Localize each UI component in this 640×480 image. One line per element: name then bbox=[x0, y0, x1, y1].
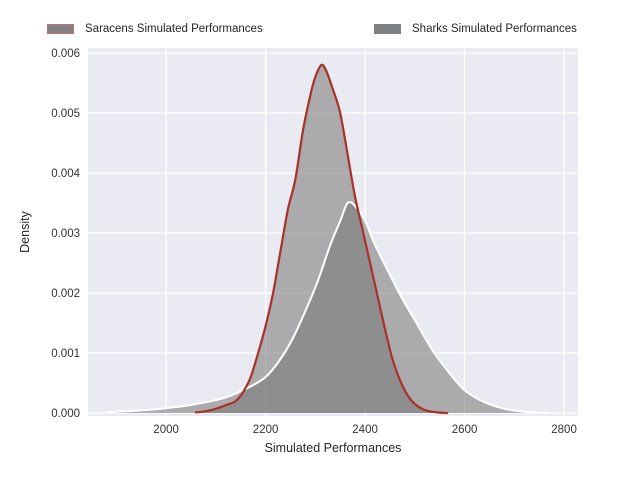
y-tick-label: 0.001 bbox=[51, 348, 80, 360]
x-tick-label-2400: 2400 bbox=[352, 424, 378, 436]
x-tick-label-2000: 2000 bbox=[153, 424, 179, 436]
saracens-legend-label: Saracens Simulated Performances bbox=[85, 23, 263, 35]
density-fill-saracens bbox=[195, 64, 448, 413]
x-tick-label-2600: 2600 bbox=[452, 424, 478, 436]
x-axis-label: Simulated Performances bbox=[264, 441, 402, 455]
chart-legend: Saracens Simulated Performances Sharks S… bbox=[0, 0, 640, 44]
x-tick-label-2800: 2800 bbox=[551, 424, 577, 436]
x-tick-label-2200: 2200 bbox=[253, 424, 279, 436]
y-tick-label: 0.002 bbox=[51, 288, 80, 300]
y-tick-label: 0.005 bbox=[51, 108, 80, 120]
legend-item-saracens: Saracens Simulated Performances bbox=[47, 20, 263, 38]
y-tick-label: 0.003 bbox=[51, 228, 80, 240]
legend-item-sharks: Sharks Simulated Performances bbox=[374, 20, 577, 38]
y-tick-label: 0.006 bbox=[51, 48, 80, 60]
y-axis-label: Density bbox=[18, 211, 32, 253]
saracens-legend-swatch-icon bbox=[47, 24, 74, 34]
y-tick-label: 0.004 bbox=[51, 168, 80, 180]
sharks-legend-label: Sharks Simulated Performances bbox=[412, 23, 577, 35]
sharks-legend-swatch-icon bbox=[374, 24, 401, 34]
density-curve-sharks bbox=[105, 200, 551, 414]
density-curve-saracens bbox=[194, 63, 449, 415]
y-tick-label: 0.000 bbox=[51, 408, 80, 420]
